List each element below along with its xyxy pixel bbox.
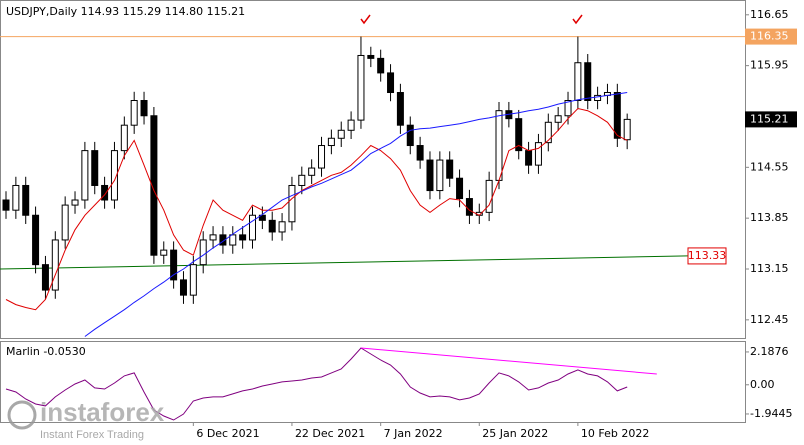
y-tick-label: 0.00 <box>750 378 775 391</box>
candle-body <box>564 100 572 117</box>
main-pane <box>0 0 746 339</box>
candle-body <box>209 234 217 241</box>
candle-body <box>456 177 464 200</box>
long-ma-box <box>687 247 727 265</box>
candle-body <box>446 159 454 179</box>
candle-body <box>32 214 40 266</box>
long-ma <box>0 255 689 270</box>
moving-average <box>84 92 628 337</box>
tagline: Instant Forex Trading <box>40 429 144 441</box>
candle-body <box>416 145 424 161</box>
logo <box>7 400 37 430</box>
candle-body <box>327 137 335 147</box>
x-tick-label: 6 Dec 2021 <box>196 427 259 440</box>
price-label: 115.21 <box>750 112 789 125</box>
candle-body <box>406 124 414 147</box>
candle-body <box>288 184 296 223</box>
candle-body <box>51 239 59 291</box>
candle-body <box>554 115 562 123</box>
resistance-box <box>745 28 797 45</box>
candle-body <box>189 264 197 296</box>
check-mark <box>572 14 583 25</box>
candle-body <box>318 145 326 169</box>
y-tick-label: 113.85 <box>750 211 789 224</box>
long-ma-label: 113.33 <box>688 249 727 262</box>
candle-body <box>465 198 473 216</box>
candle-body <box>130 100 138 126</box>
candle-body <box>101 184 109 201</box>
candle-body <box>91 150 99 186</box>
candle-body <box>525 150 533 166</box>
candle-body <box>199 239 207 266</box>
candle-body <box>347 119 355 131</box>
candle-body <box>268 219 276 233</box>
candle-body <box>140 100 148 117</box>
candle-body <box>515 118 523 152</box>
candle-body <box>258 214 266 221</box>
candle-body <box>623 118 631 141</box>
candle-body <box>239 234 247 241</box>
candle-body <box>377 57 385 74</box>
candle-body <box>357 54 365 121</box>
y-tick-label: 116.65 <box>750 8 789 21</box>
brand: instaforex <box>40 397 165 427</box>
candle-body <box>337 129 345 139</box>
oscillator-line <box>5 347 628 421</box>
watermark: instaforex Instant Forex Trading <box>7 397 165 441</box>
candle-body <box>110 150 118 201</box>
y-tick-label: 114.55 <box>750 160 789 173</box>
candle-body <box>22 184 30 216</box>
candle-body <box>61 204 69 241</box>
y-tick-label: 112.45 <box>750 313 789 326</box>
candle-body <box>534 142 542 166</box>
candle-body <box>219 234 227 246</box>
candle-body <box>574 62 582 102</box>
candle-body <box>584 62 592 102</box>
candle-body <box>544 121 552 144</box>
candle-body <box>229 234 237 246</box>
candle-body <box>160 249 168 256</box>
candle-body <box>613 92 621 139</box>
price-box <box>745 111 797 128</box>
candle-body <box>278 221 286 233</box>
y-tick-label: 113.15 <box>750 262 789 275</box>
candle-body <box>81 150 89 201</box>
candle-body <box>436 159 444 192</box>
resistance-label: 116.35 <box>750 30 789 43</box>
candle-body <box>120 124 128 152</box>
moving-average <box>5 107 628 311</box>
x-tick-label: 10 Feb 2022 <box>581 427 649 440</box>
candle-body <box>387 72 395 94</box>
candle-body <box>170 249 178 281</box>
candle-body <box>179 279 187 296</box>
check-mark <box>360 14 371 25</box>
candle-body <box>367 54 375 59</box>
candle-body <box>71 199 79 206</box>
x-tick-label: 25 Jan 2022 <box>482 427 548 440</box>
candle-body <box>594 94 602 102</box>
candle-body <box>396 92 404 126</box>
header: USDJPY,Daily 114.93 115.29 114.80 115.21 <box>6 5 245 18</box>
candle-body <box>2 199 10 211</box>
y-tick-label: 2.1876 <box>750 345 789 358</box>
oscillator-title: Marlin -0.0530 <box>6 345 86 358</box>
candle-body <box>150 115 158 256</box>
candle-body <box>298 174 306 186</box>
candle-body <box>12 184 20 211</box>
x-tick-label: 22 Dec 2021 <box>295 427 365 440</box>
candle-body <box>308 167 316 176</box>
candle-body <box>426 159 434 192</box>
x-tick-label: 7 Jan 2022 <box>384 427 443 440</box>
trendline <box>360 347 657 375</box>
candle-body <box>249 214 256 241</box>
y-tick-label: 115.95 <box>750 59 789 72</box>
candle-body <box>41 264 49 291</box>
candle-body <box>495 110 503 181</box>
plot: 116.65115.95115.25114.55113.85113.15112.… <box>0 8 797 440</box>
oscillator-pane <box>0 341 746 423</box>
y-tick-label: -1.9445 <box>750 407 792 420</box>
